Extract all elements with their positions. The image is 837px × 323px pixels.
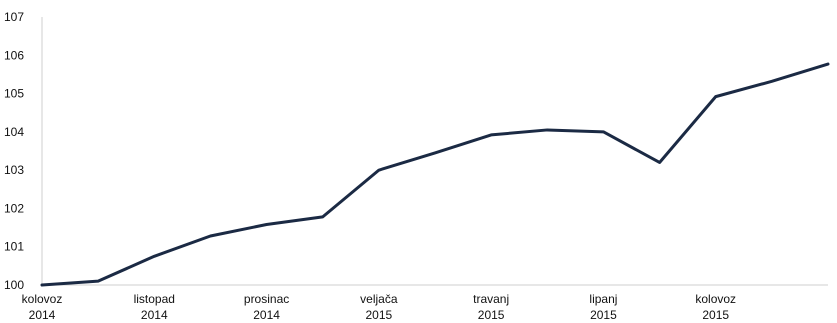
x-tick-label-line1: prosinac xyxy=(244,292,289,306)
x-tick-label: kolovoz 2015 xyxy=(695,292,736,322)
x-tick-label: prosinac 2014 xyxy=(244,292,289,322)
x-tick-label-line1: lipanj xyxy=(589,292,617,306)
y-tick-label: 107 xyxy=(4,10,24,24)
x-tick-label: lipanj 2015 xyxy=(589,292,617,322)
y-axis-ticks: 100 101 102 103 104 105 106 107 xyxy=(4,10,24,292)
y-tick-label: 101 xyxy=(4,240,24,254)
x-tick-label-line1: travanj xyxy=(473,292,509,306)
x-tick-label-line1: listopad xyxy=(134,292,175,306)
y-tick-label: 102 xyxy=(4,201,24,215)
y-tick-label: 103 xyxy=(4,163,24,177)
x-tick-label: travanj 2015 xyxy=(473,292,509,322)
x-tick-label-line2: 2015 xyxy=(478,308,505,322)
x-tick-label: kolovoz 2014 xyxy=(22,292,63,322)
series-layer xyxy=(40,62,830,287)
x-tick-label-line2: 2014 xyxy=(29,308,56,322)
y-tick-label: 105 xyxy=(4,87,24,101)
x-tick-label-line2: 2015 xyxy=(702,308,729,322)
axes xyxy=(41,17,828,286)
x-tick-label-line1: kolovoz xyxy=(22,292,63,306)
x-tick-label: listopad 2014 xyxy=(134,292,175,322)
x-tick-label-line2: 2015 xyxy=(590,308,617,322)
y-tick-label: 100 xyxy=(4,278,24,292)
x-tick-label-line1: veljača xyxy=(360,292,398,306)
x-tick-label-line2: 2015 xyxy=(366,308,393,322)
x-tick-label-line2: 2014 xyxy=(141,308,168,322)
series-line xyxy=(40,62,830,287)
y-tick-label: 104 xyxy=(4,125,24,139)
x-tick-label: veljača 2015 xyxy=(360,292,398,322)
x-tick-label-line2: 2014 xyxy=(253,308,280,322)
x-axis-ticks: kolovoz 2014 listopad 2014 prosinac 2014 velja… xyxy=(22,292,736,322)
y-tick-label: 106 xyxy=(4,48,24,62)
x-tick-label-line1: kolovoz xyxy=(695,292,736,306)
